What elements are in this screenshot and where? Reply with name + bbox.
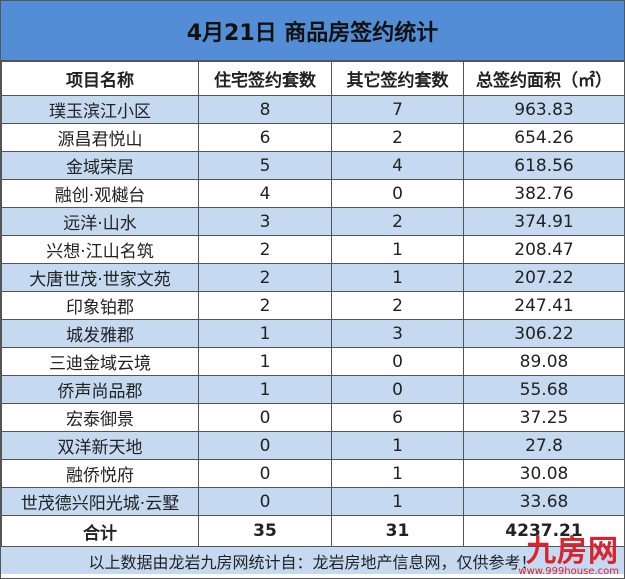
table-row: 兴想·江山名筑 2 1 208.47	[1, 235, 625, 264]
total-row: 合计 35 31 4237.21	[1, 515, 625, 547]
table-cell: 印象铂郡	[1, 291, 199, 320]
table-cell: 0	[198, 431, 332, 460]
sales-table: 项目名称 住宅签约套数 其它签约套数 总签约面积（㎡） 璞玉滨江小区 8 7 963.83 源…	[1, 61, 625, 547]
table-title: 4月21日 商品房签约统计	[1, 1, 624, 61]
table-row: 三迪金域云境 1 0 89.08	[1, 347, 625, 376]
table-row: 侨声尚品郡 1 0 55.68	[1, 375, 625, 404]
table-cell: 0	[198, 403, 332, 432]
table-cell: 1	[331, 431, 464, 460]
table-cell: 3	[198, 207, 332, 236]
column-header: 总签约面积（㎡）	[463, 61, 625, 96]
table-cell: 2	[198, 235, 332, 264]
column-header: 住宅签约套数	[198, 61, 332, 96]
table-cell: 2	[331, 207, 464, 236]
table-cell: 大唐世茂·世家文苑	[1, 263, 199, 292]
table-cell: 963.83	[463, 95, 625, 124]
table-row: 印象铂郡 2 2 247.41	[1, 291, 625, 320]
table-cell: 382.76	[463, 179, 625, 208]
table-cell: 207.22	[463, 263, 625, 292]
table-cell: 2	[331, 123, 464, 152]
table-cell: 8	[198, 95, 332, 124]
column-header: 项目名称	[1, 61, 199, 96]
table-cell: 2	[198, 291, 332, 320]
table-row: 融侨悦府 0 1 30.08	[1, 459, 625, 488]
table-cell: 5	[198, 151, 332, 180]
table-cell: 374.91	[463, 207, 625, 236]
table-cell: 33.68	[463, 487, 625, 516]
table-cell: 306.22	[463, 319, 625, 348]
table-cell: 城发雅郡	[1, 319, 199, 348]
table-cell: 27.8	[463, 431, 625, 460]
table-cell: 247.41	[463, 291, 625, 320]
table-cell: 6	[331, 403, 464, 432]
total-cell: 35	[198, 515, 332, 547]
footer-note: 以上数据由龙岩九房网统计自：龙岩房地产信息网，仅供参考！	[1, 547, 624, 574]
table-cell: 1	[331, 263, 464, 292]
table-row: 璞玉滨江小区 8 7 963.83	[1, 95, 625, 124]
table-cell: 侨声尚品郡	[1, 375, 199, 404]
table-cell: 0	[331, 179, 464, 208]
table-cell: 6	[198, 123, 332, 152]
table-cell: 0	[331, 347, 464, 376]
table-row: 融创·观樾台 4 0 382.76	[1, 179, 625, 208]
total-cell: 4237.21	[463, 515, 625, 547]
table-row: 金域荣居 5 4 618.56	[1, 151, 625, 180]
table-cell: 三迪金域云境	[1, 347, 199, 376]
table-row: 远洋·山水 3 2 374.91	[1, 207, 625, 236]
total-cell: 合计	[1, 515, 199, 547]
table-cell: 654.26	[463, 123, 625, 152]
table-cell: 0	[198, 459, 332, 488]
table-cell: 宏泰御景	[1, 403, 199, 432]
total-cell: 31	[331, 515, 464, 547]
table-cell: 7	[331, 95, 464, 124]
table-cell: 璞玉滨江小区	[1, 95, 199, 124]
table-cell: 1	[198, 347, 332, 376]
table-cell: 618.56	[463, 151, 625, 180]
table-cell: 208.47	[463, 235, 625, 264]
table-cell: 89.08	[463, 347, 625, 376]
table-cell: 双洋新天地	[1, 431, 199, 460]
table-cell: 融侨悦府	[1, 459, 199, 488]
table-cell: 2	[331, 291, 464, 320]
table-cell: 1	[331, 459, 464, 488]
table-cell: 30.08	[463, 459, 625, 488]
table-row: 世茂德兴阳光城·云墅 0 1 33.68	[1, 487, 625, 516]
table-cell: 2	[198, 263, 332, 292]
table-row: 大唐世茂·世家文苑 2 1 207.22	[1, 263, 625, 292]
table-cell: 兴想·江山名筑	[1, 235, 199, 264]
table-row: 城发雅郡 1 3 306.22	[1, 319, 625, 348]
table-cell: 融创·观樾台	[1, 179, 199, 208]
table-cell: 0	[198, 487, 332, 516]
table-cell: 0	[331, 375, 464, 404]
table-cell: 1	[198, 319, 332, 348]
table-cell: 世茂德兴阳光城·云墅	[1, 487, 199, 516]
table-cell: 源昌君悦山	[1, 123, 199, 152]
table-cell: 1	[331, 487, 464, 516]
table-cell: 1	[331, 235, 464, 264]
table-row: 双洋新天地 0 1 27.8	[1, 431, 625, 460]
table-cell: 3	[331, 319, 464, 348]
table-cell: 4	[331, 151, 464, 180]
table-row: 宏泰御景 0 6 37.25	[1, 403, 625, 432]
header-row: 项目名称 住宅签约套数 其它签约套数 总签约面积（㎡）	[1, 61, 625, 96]
column-header: 其它签约套数	[331, 61, 464, 96]
table-cell: 4	[198, 179, 332, 208]
table-cell: 1	[198, 375, 332, 404]
table-cell: 金域荣居	[1, 151, 199, 180]
table-cell: 远洋·山水	[1, 207, 199, 236]
table-row: 源昌君悦山 6 2 654.26	[1, 123, 625, 152]
table-cell: 55.68	[463, 375, 625, 404]
table-cell: 37.25	[463, 403, 625, 432]
